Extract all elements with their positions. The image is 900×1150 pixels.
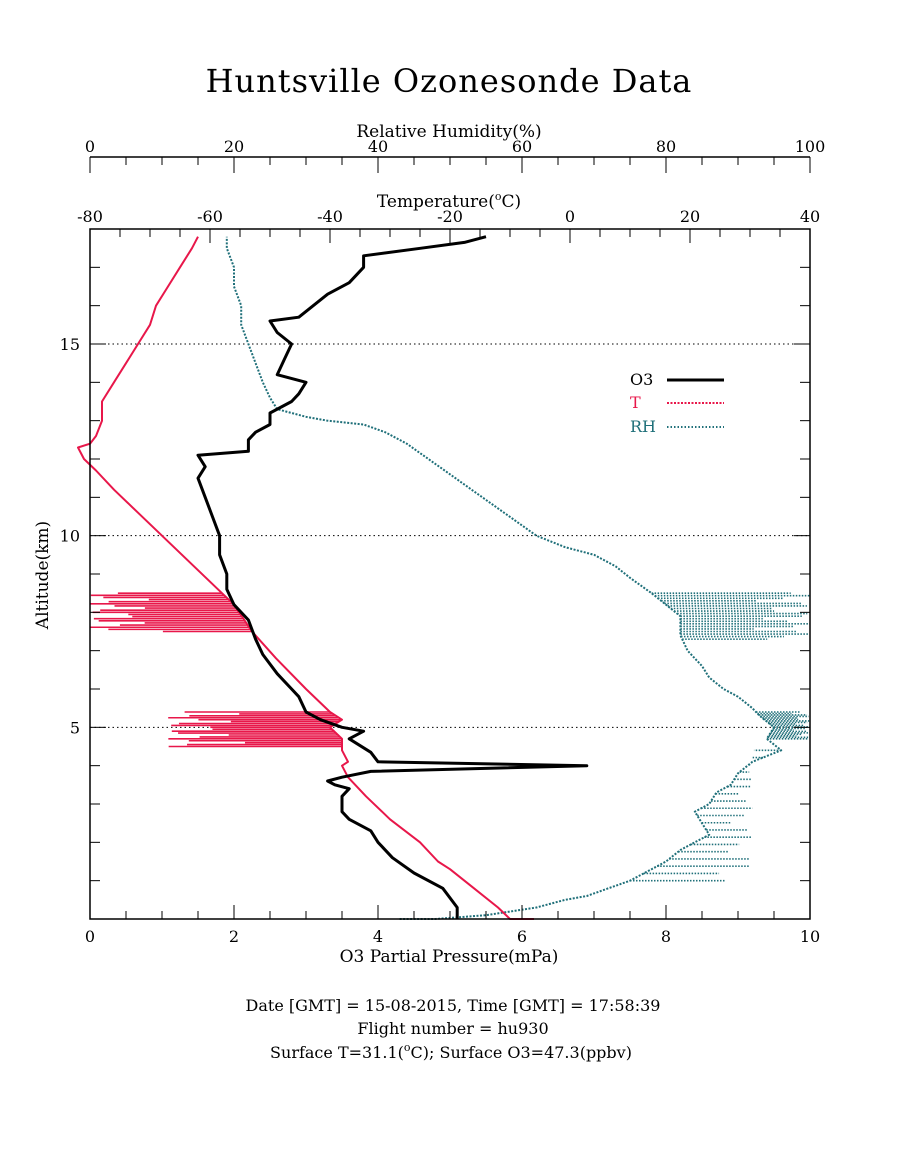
footer-surface-values: Surface T=31.1(oC); Surface O3=47.3(ppbv… (270, 1041, 632, 1062)
o3-axis-label: O3 Partial Pressure(mPa) (340, 947, 559, 967)
spike-band-rh (630, 749, 782, 882)
temperature-axis: -80 -60 -40 -20 0 20 40 (77, 207, 820, 243)
series-line-t (77, 236, 534, 920)
plot-frame (89, 228, 811, 920)
temperature-tick-label: 20 (680, 207, 700, 226)
legend-label-o3: O3 (630, 370, 653, 389)
o3-tick-label: 4 (373, 927, 383, 946)
altitude-tick-label: 5 (70, 718, 80, 737)
footer-surface-sup: o (404, 1041, 411, 1054)
o3-tick-label: 8 (661, 927, 671, 946)
rh-axis: 0 20 40 60 80 100 (85, 137, 825, 173)
legend: O3 T RH (630, 370, 724, 436)
rh-tick-label: 40 (368, 137, 388, 156)
rh-tick-label: 0 (85, 137, 95, 156)
o3-tick-label: 2 (229, 927, 239, 946)
o3-tick-label: 10 (800, 927, 820, 946)
spike-band-rh (651, 592, 810, 640)
altitude-tick-label: 15 (60, 335, 80, 354)
temperature-axis-label-sup: o (495, 190, 502, 203)
altitude-axis-label: Altitude(km) (33, 521, 53, 630)
rh-tick-label: 60 (512, 137, 532, 156)
footer-flight-number: Flight number = hu930 (357, 1019, 548, 1038)
rh-tick-label: 100 (795, 137, 826, 156)
temperature-axis-label-main: Temperature( (377, 192, 495, 212)
temperature-tick-label: -80 (77, 207, 103, 226)
temperature-axis-label: Temperature(oC) (377, 190, 521, 212)
footer-surface-t: Surface T=31.1( (270, 1043, 404, 1062)
spike-band-rh (756, 711, 810, 740)
o3-tick-label: 6 (517, 927, 527, 946)
series-line-o3 (196, 235, 589, 919)
altitude-tick-label: 10 (60, 527, 80, 546)
temperature-tick-label: 40 (800, 207, 820, 226)
chart-title: Huntsville Ozonesonde Data (206, 62, 693, 100)
legend-label-rh: RH (630, 417, 656, 436)
plot-area (77, 235, 810, 920)
rh-axis-label: Relative Humidity(%) (356, 122, 541, 142)
spike-band-t (90, 592, 252, 633)
temperature-tick-label: 0 (565, 207, 575, 226)
temperature-tick-label: -20 (437, 207, 463, 226)
temperature-tick-label: -60 (197, 207, 223, 226)
footer-date-time: Date [GMT] = 15-08-2015, Time [GMT] = 17… (246, 996, 661, 1015)
o3-tick-label: 0 (85, 927, 95, 946)
temperature-axis-label-tail: C) (502, 192, 522, 212)
rh-tick-label: 20 (224, 137, 244, 156)
legend-label-t: T (630, 393, 641, 412)
rh-tick-label: 80 (656, 137, 676, 156)
o3-axis: 0 2 4 6 8 10 (85, 905, 820, 946)
footer-surface-o3: C); Surface O3=47.3(ppbv) (411, 1043, 632, 1062)
series-line-rh (225, 236, 783, 920)
temperature-tick-label: -40 (317, 207, 343, 226)
altitude-gridlines (90, 343, 810, 728)
altitude-axis: 5 10 15 (60, 266, 810, 882)
